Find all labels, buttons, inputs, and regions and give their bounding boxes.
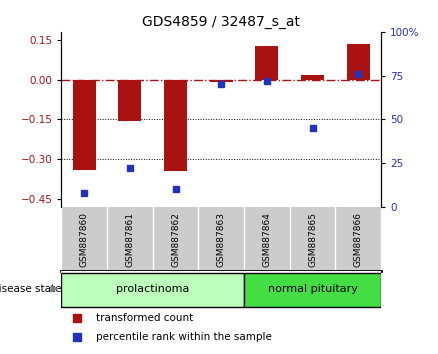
Text: prolactinoma: prolactinoma xyxy=(116,284,189,294)
Text: GSM887863: GSM887863 xyxy=(217,212,226,267)
Text: GSM887864: GSM887864 xyxy=(262,212,272,267)
Text: GSM887865: GSM887865 xyxy=(308,212,317,267)
Text: GSM887862: GSM887862 xyxy=(171,212,180,267)
Text: GSM887860: GSM887860 xyxy=(80,212,88,267)
Text: disease state: disease state xyxy=(0,284,61,294)
Bar xyxy=(210,80,233,82)
Text: normal pituitary: normal pituitary xyxy=(268,284,357,294)
Text: GSM887866: GSM887866 xyxy=(354,212,363,267)
FancyBboxPatch shape xyxy=(61,273,244,307)
Text: GSM887861: GSM887861 xyxy=(125,212,134,267)
Text: percentile rank within the sample: percentile rank within the sample xyxy=(96,332,272,342)
Bar xyxy=(255,46,278,80)
Bar xyxy=(347,44,370,80)
Bar xyxy=(118,80,141,121)
FancyBboxPatch shape xyxy=(244,273,381,307)
Text: transformed count: transformed count xyxy=(96,313,194,323)
Bar xyxy=(301,75,324,80)
Bar xyxy=(164,80,187,171)
Title: GDS4859 / 32487_s_at: GDS4859 / 32487_s_at xyxy=(142,16,300,29)
Bar xyxy=(73,80,95,170)
